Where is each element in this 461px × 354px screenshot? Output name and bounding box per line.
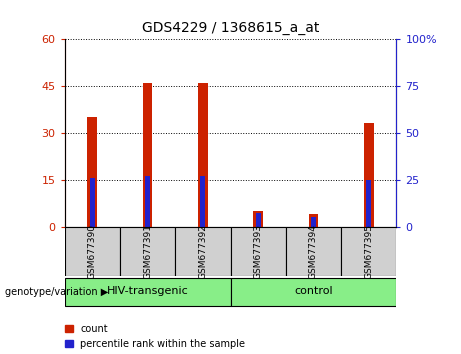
Text: GSM677391: GSM677391 — [143, 224, 152, 279]
Bar — [256, 213, 260, 227]
Bar — [230, 227, 286, 276]
Bar — [341, 227, 396, 276]
Bar — [90, 178, 95, 227]
Bar — [120, 227, 175, 276]
Bar — [311, 217, 316, 227]
Text: GSM677392: GSM677392 — [198, 224, 207, 279]
Text: GSM677390: GSM677390 — [88, 224, 97, 279]
Bar — [253, 211, 263, 227]
Bar — [142, 83, 153, 227]
Bar — [308, 214, 319, 227]
Text: genotype/variation ▶: genotype/variation ▶ — [5, 287, 108, 297]
Legend: count, percentile rank within the sample: count, percentile rank within the sample — [65, 324, 245, 349]
Bar — [364, 124, 374, 227]
Title: GDS4229 / 1368615_a_at: GDS4229 / 1368615_a_at — [142, 21, 319, 35]
Text: HIV-transgenic: HIV-transgenic — [106, 286, 189, 296]
Bar — [65, 227, 120, 276]
Bar — [65, 278, 230, 306]
Bar — [145, 176, 150, 227]
Bar — [286, 227, 341, 276]
Text: control: control — [294, 286, 333, 296]
Bar — [198, 83, 208, 227]
Bar — [366, 180, 371, 227]
Text: GSM677394: GSM677394 — [309, 224, 318, 279]
Bar — [230, 278, 396, 306]
Bar — [87, 117, 97, 227]
Bar — [201, 176, 205, 227]
Text: GSM677393: GSM677393 — [254, 224, 263, 279]
Text: GSM677395: GSM677395 — [364, 224, 373, 279]
Bar — [175, 227, 230, 276]
